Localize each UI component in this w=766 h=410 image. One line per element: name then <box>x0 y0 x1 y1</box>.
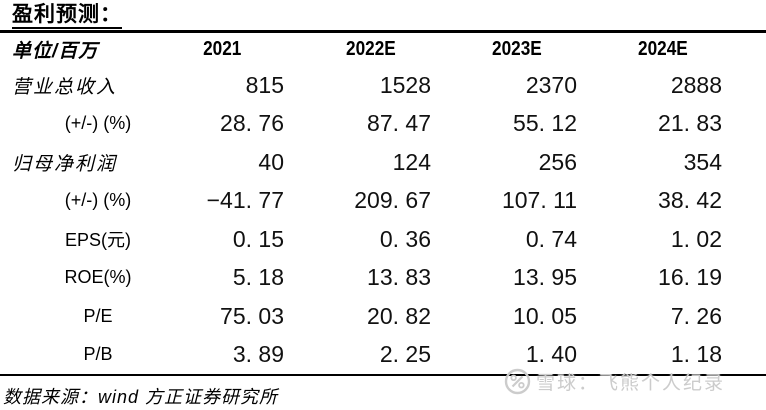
table-bottom-rule <box>0 374 766 376</box>
watermark-text: 雪球：飞熊个人纪录 <box>536 373 726 394</box>
value-cell: 5. 18 <box>232 264 284 291</box>
row-label: 营业总收入 <box>12 76 118 98</box>
value-cell: 55. 12 <box>513 110 577 137</box>
year-header-2021: 2021 <box>202 38 242 60</box>
value-cell: 815 <box>245 71 284 98</box>
value-cell: 354 <box>683 148 722 175</box>
value-cell: 40 <box>258 148 284 175</box>
value-cell: 87. 47 <box>367 110 431 137</box>
table-row-net-profit: 归母净利润 40 124 256 354 <box>0 143 766 182</box>
year-header-2022e: 2022E <box>345 38 396 60</box>
value-cell: 2888 <box>670 71 722 98</box>
value-cell: 21. 83 <box>658 110 722 137</box>
page-title: 盈利预测： <box>12 2 122 29</box>
value-cell: 256 <box>538 148 577 175</box>
value-cell: 7. 26 <box>670 302 722 329</box>
value-cell: 13. 83 <box>367 264 431 291</box>
value-cell: 10. 05 <box>513 302 577 329</box>
value-cell: 13. 95 <box>513 264 577 291</box>
value-cell: 20. 82 <box>367 302 431 329</box>
year-header-2023e: 2023E <box>492 38 542 60</box>
table-row-eps: EPS(元) 0. 15 0. 36 0. 74 1. 02 <box>0 220 766 259</box>
value-cell: 0. 36 <box>379 225 431 252</box>
table-header-row: 单位/百万 2021 2022E 2023E 2024E <box>0 33 766 66</box>
row-label: EPS(元) <box>64 230 131 251</box>
row-label: ROE(%) <box>64 267 132 288</box>
value-cell: 2. 25 <box>379 341 431 368</box>
value-cell: 16. 19 <box>658 264 722 291</box>
value-cell: 2370 <box>525 71 577 98</box>
value-cell: 0. 15 <box>232 225 284 252</box>
footer: 数据来源：wind 方正证券研究所 <box>0 376 766 410</box>
value-cell: 124 <box>392 148 431 175</box>
row-label: P/E <box>83 305 113 326</box>
table-row-roe: ROE(%) 5. 18 13. 83 13. 95 16. 19 <box>0 259 766 298</box>
table-row-net-profit-growth: (+/-) (%) −41. 77 209. 67 107. 11 38. 42 <box>0 182 766 221</box>
xueqiu-logo-icon <box>504 368 531 395</box>
value-cell: 1. 40 <box>525 341 577 368</box>
value-cell: 75. 03 <box>220 302 284 329</box>
value-cell: 38. 42 <box>658 187 722 214</box>
value-cell: 209. 67 <box>354 187 431 214</box>
value-cell: 1. 02 <box>670 225 722 252</box>
table-row-pe: P/E 75. 03 20. 82 10. 05 7. 26 <box>0 297 766 336</box>
value-cell: 0. 74 <box>525 225 577 252</box>
table-row-revenue-growth: (+/-) (%) 28. 76 87. 47 55. 12 21. 83 <box>0 105 766 144</box>
unit-column-header: 单位/百万 <box>12 41 99 62</box>
year-header-2024e: 2024E <box>637 38 688 60</box>
row-label: (+/-) (%) <box>64 113 132 134</box>
title-row: 盈利预测： <box>0 0 766 30</box>
row-label: (+/-) (%) <box>64 190 132 211</box>
data-source-note: 数据来源：wind 方正证券研究所 <box>3 387 279 407</box>
table-top-rule <box>0 30 766 33</box>
value-cell: 28. 76 <box>220 110 284 137</box>
value-cell: 107. 11 <box>501 187 577 214</box>
xueqiu-watermark: 雪球：飞熊个人纪录 <box>504 368 725 395</box>
value-cell: 1. 18 <box>670 341 722 368</box>
value-cell: 1528 <box>379 71 431 98</box>
value-cell: −41. 77 <box>206 187 284 214</box>
table-row-revenue: 营业总收入 815 1528 2370 2888 <box>0 66 766 105</box>
row-label: P/B <box>83 344 113 365</box>
row-label: 归母净利润 <box>12 153 118 175</box>
table-row-pb: P/B 3. 89 2. 25 1. 40 1. 18 <box>0 336 766 375</box>
value-cell: 3. 89 <box>232 341 284 368</box>
